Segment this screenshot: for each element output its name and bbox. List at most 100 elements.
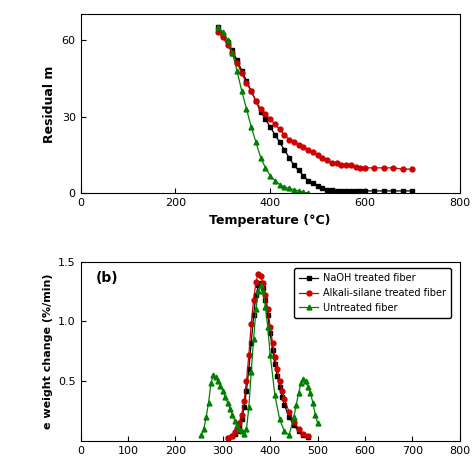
NaOH treated fiber xyxy=(229,433,235,439)
Untreated fiber xyxy=(258,283,264,288)
Untreated fiber xyxy=(267,352,273,357)
Alkali-silane treated fiber xyxy=(258,273,264,279)
Untreated fiber xyxy=(220,388,226,393)
NaOH treated fiber xyxy=(239,417,245,422)
NaOH treated fiber xyxy=(234,428,240,434)
NaOH treated fiber xyxy=(296,428,301,434)
NaOH treated fiber xyxy=(263,297,268,303)
Alkali-silane treated fiber xyxy=(239,412,245,418)
Untreated fiber xyxy=(246,404,252,410)
Alkali-silane treated fiber xyxy=(263,292,268,298)
Untreated fiber xyxy=(237,426,242,432)
Alkali-silane treated fiber xyxy=(277,378,283,384)
Untreated fiber xyxy=(255,289,261,294)
Alkali-silane treated fiber xyxy=(229,433,235,439)
NaOH treated fiber xyxy=(225,436,230,441)
Alkali-silane treated fiber xyxy=(241,399,247,404)
Untreated fiber xyxy=(286,432,292,438)
NaOH treated fiber xyxy=(282,402,287,408)
Alkali-silane treated fiber xyxy=(265,307,271,312)
Untreated fiber xyxy=(241,431,247,437)
NaOH treated fiber xyxy=(237,424,242,429)
Untreated fiber xyxy=(222,394,228,400)
Untreated fiber xyxy=(199,432,204,438)
NaOH treated fiber xyxy=(232,431,237,437)
NaOH treated fiber xyxy=(260,285,266,291)
Untreated fiber xyxy=(251,337,256,342)
Untreated fiber xyxy=(213,374,219,380)
Untreated fiber xyxy=(203,414,209,420)
NaOH treated fiber xyxy=(267,330,273,336)
Alkali-silane treated fiber xyxy=(225,436,230,441)
NaOH treated fiber xyxy=(286,414,292,420)
Untreated fiber xyxy=(315,420,320,426)
NaOH treated fiber xyxy=(272,362,278,367)
Untreated fiber xyxy=(218,383,223,389)
Untreated fiber xyxy=(298,381,304,386)
NaOH treated fiber xyxy=(258,280,264,286)
Untreated fiber xyxy=(282,428,287,434)
Alkali-silane treated fiber xyxy=(234,426,240,432)
NaOH treated fiber xyxy=(291,422,297,428)
NaOH treated fiber xyxy=(244,388,249,393)
Alkali-silane treated fiber xyxy=(255,271,261,276)
Untreated fiber xyxy=(227,406,233,411)
Untreated fiber xyxy=(312,412,318,418)
Alkali-silane treated fiber xyxy=(232,429,237,435)
NaOH treated fiber xyxy=(241,404,247,410)
NaOH treated fiber xyxy=(301,432,306,438)
Untreated fiber xyxy=(253,307,259,312)
Untreated fiber xyxy=(229,412,235,418)
NaOH treated fiber xyxy=(253,292,259,298)
NaOH treated fiber xyxy=(265,312,271,318)
Alkali-silane treated fiber xyxy=(305,433,311,439)
Y-axis label: Residual m: Residual m xyxy=(43,65,56,143)
Alkali-silane treated fiber xyxy=(246,352,252,357)
Alkali-silane treated fiber xyxy=(260,280,266,286)
Untreated fiber xyxy=(201,426,207,432)
Alkali-silane treated fiber xyxy=(248,321,254,327)
NaOH treated fiber xyxy=(305,434,311,440)
Untreated fiber xyxy=(291,414,297,420)
Untreated fiber xyxy=(277,417,283,422)
Legend: NaOH treated fiber, Alkali-silane treated fiber, Untreated fiber: NaOH treated fiber, Alkali-silane treate… xyxy=(294,268,451,318)
Untreated fiber xyxy=(272,392,278,398)
Untreated fiber xyxy=(232,418,237,423)
Alkali-silane treated fiber xyxy=(272,355,278,360)
Untreated fiber xyxy=(215,378,221,384)
Line: Untreated fiber: Untreated fiber xyxy=(199,283,320,438)
Alkali-silane treated fiber xyxy=(237,420,242,426)
Alkali-silane treated fiber xyxy=(251,297,256,303)
Untreated fiber xyxy=(296,390,301,396)
Alkali-silane treated fiber xyxy=(282,396,287,402)
Untreated fiber xyxy=(301,376,306,382)
NaOH treated fiber xyxy=(246,366,252,372)
Alkali-silane treated fiber xyxy=(296,426,301,432)
Alkali-silane treated fiber xyxy=(267,325,273,330)
Untreated fiber xyxy=(263,304,268,310)
Untreated fiber xyxy=(244,426,249,432)
Untreated fiber xyxy=(225,400,230,405)
NaOH treated fiber xyxy=(274,374,280,379)
Alkali-silane treated fiber xyxy=(274,366,280,372)
Untreated fiber xyxy=(248,369,254,374)
Untreated fiber xyxy=(265,325,271,330)
Untreated fiber xyxy=(260,289,266,294)
Untreated fiber xyxy=(206,400,211,405)
Untreated fiber xyxy=(310,400,316,405)
Alkali-silane treated fiber xyxy=(279,388,285,393)
Untreated fiber xyxy=(293,402,299,408)
Alkali-silane treated fiber xyxy=(253,279,259,285)
Untreated fiber xyxy=(210,372,216,378)
Untreated fiber xyxy=(239,428,245,434)
Text: (b): (b) xyxy=(96,271,118,284)
NaOH treated fiber xyxy=(255,283,261,288)
Alkali-silane treated fiber xyxy=(270,340,275,346)
Line: Alkali-silane treated fiber: Alkali-silane treated fiber xyxy=(225,271,310,441)
Y-axis label: e weight change (%/min): e weight change (%/min) xyxy=(43,273,53,429)
Untreated fiber xyxy=(303,378,309,384)
Line: NaOH treated fiber: NaOH treated fiber xyxy=(225,281,310,441)
X-axis label: Temperature (°C): Temperature (°C) xyxy=(210,214,331,227)
Untreated fiber xyxy=(208,381,214,386)
NaOH treated fiber xyxy=(270,347,275,353)
